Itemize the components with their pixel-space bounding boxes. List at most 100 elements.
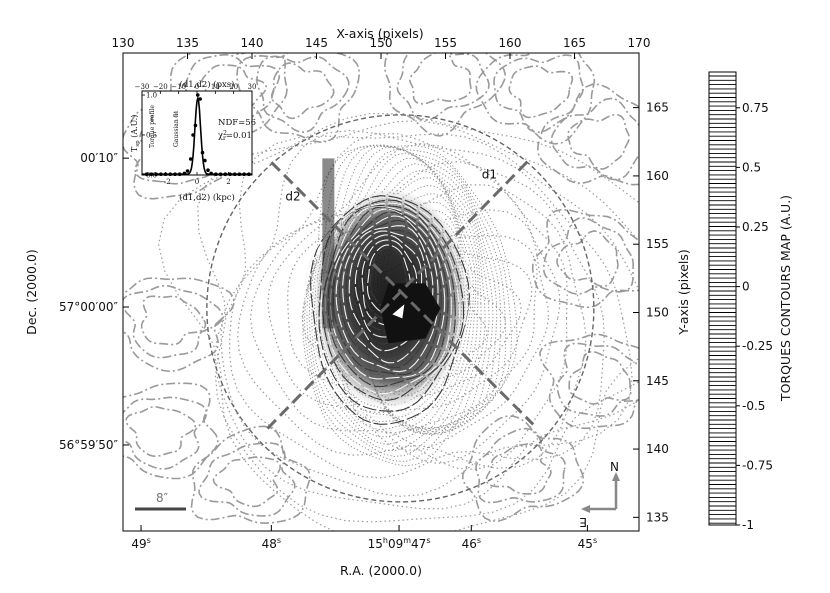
- inset-data-point: [159, 172, 163, 176]
- colorbar-tick-label: 0: [742, 280, 750, 294]
- y-axis-right-title: Y-axis (pixels): [676, 249, 691, 336]
- colorbar-tick-label: -0.5: [742, 399, 765, 413]
- ra-tick-label: 15h09m47s: [368, 536, 431, 551]
- dec-axis-ticks: 00′10″ 57°00′00″ 56°59′50″: [59, 151, 129, 452]
- y-axis-left-title: Dec. (2000.0): [24, 249, 39, 335]
- x-top-tick-label: 160: [499, 36, 522, 50]
- compass-north-label: N: [610, 460, 619, 474]
- inset-data-point: [218, 172, 223, 176]
- inset-ndf: NDF=56: [218, 118, 256, 128]
- inset-data-point: [163, 172, 168, 176]
- inset-data-point: [232, 172, 237, 176]
- dec-tick-label: 00′10″: [80, 151, 118, 165]
- ra-axis-ticks: 49s 48s 15h09m47s 46s 45s: [131, 525, 597, 551]
- inset-y-title: Tsp (A.U.): [130, 115, 141, 152]
- inset-data-point: [149, 172, 154, 176]
- inset-data-point: [203, 158, 207, 163]
- inset-data-point: [228, 172, 232, 176]
- x-top-tick-label: 170: [628, 36, 651, 50]
- inset-data-point: [223, 172, 228, 176]
- x-top-tick-label: 135: [176, 36, 199, 50]
- colorbar-tick-label: 0.75: [742, 101, 769, 115]
- inset-x-title: (d1,d2) (kpc): [179, 192, 235, 203]
- inset-top-title: (d1,d2) (pxs): [180, 79, 235, 90]
- inset-data-point: [193, 123, 198, 128]
- inset-top-tick-label: −10: [171, 83, 186, 91]
- y-axis-right-ticks: 135 140 145 150 155 160 165: [633, 101, 669, 524]
- inset-data-point: [185, 169, 190, 173]
- colorbar-tick-label: -0.25: [742, 339, 773, 353]
- inset-data-point: [188, 157, 193, 161]
- cut-line-d2: [270, 161, 535, 426]
- inset-y-tick-label: 1.0: [146, 92, 157, 100]
- inset-top-tick-label: −30: [135, 83, 150, 91]
- colorbar-tick-label: -1: [742, 518, 754, 532]
- y-right-tick-label: 160: [646, 169, 669, 183]
- inset-bottom-tick-label: 0: [195, 178, 199, 186]
- x-top-tick-label: 145: [305, 36, 328, 50]
- x-top-tick-label: 150: [370, 36, 393, 50]
- inset-data-point: [206, 168, 210, 172]
- x-top-tick-label: 155: [434, 36, 457, 50]
- x-top-tick-label: 130: [112, 36, 135, 50]
- compass-east-label: E: [579, 515, 587, 529]
- inset-top-tick-label: 0: [195, 83, 199, 91]
- y-right-tick-label: 155: [646, 237, 669, 251]
- inset-data-point: [182, 171, 187, 176]
- inset-data-point: [168, 172, 173, 176]
- compass: N E: [579, 460, 620, 529]
- y-right-tick-label: 135: [646, 510, 669, 524]
- inset-data-point: [154, 172, 158, 176]
- inset-data-point: [198, 97, 202, 101]
- x-axis-top-ticks: 130 135 140 145 150 155 160 165 170: [112, 36, 651, 59]
- colorbar-tick-label: 0.5: [742, 160, 761, 174]
- inset-data-point: [242, 172, 246, 176]
- inset-data-point: [191, 133, 195, 137]
- inset-data-point: [177, 172, 182, 176]
- ra-tick-label: 49s: [131, 536, 150, 551]
- inset-data-point: [237, 172, 242, 176]
- y-right-tick-label: 140: [646, 442, 669, 456]
- inset-top-tick-label: 20: [229, 83, 238, 91]
- cut-line-d1: [266, 161, 528, 430]
- x-top-tick-label: 140: [241, 36, 264, 50]
- ra-tick-label: 46s: [462, 536, 481, 551]
- inset-chi: χ2 r=0.01: [218, 130, 252, 142]
- inset-legend-gaussian: Gaussian fit: [173, 110, 180, 147]
- colorbar-title: TORQUES CONTOURS MAP (A.U.): [778, 195, 793, 402]
- inset-data-point: [209, 171, 213, 176]
- colorbar-ticks: 0.75 0.5 0.25 0 -0.25 -0.5 -0.75 -1: [736, 101, 773, 532]
- inset-data-point: [247, 172, 251, 176]
- inset-top-tick-label: 30: [248, 83, 257, 91]
- inset-torque-points: [144, 93, 251, 176]
- cut-label-d1: d1: [482, 167, 497, 181]
- inset-data-point: [195, 93, 200, 97]
- inset-data-point: [173, 172, 177, 176]
- x-top-tick-label: 165: [563, 36, 586, 50]
- x-axis-bottom-title: R.A. (2000.0): [340, 563, 422, 578]
- inset-data-point: [200, 150, 205, 155]
- inset-legend-torque: Torque profile: [149, 105, 156, 148]
- cut-label-d2: d2: [285, 189, 300, 203]
- colorbar-tick-label: 0.25: [742, 220, 769, 234]
- colorbar-tick-label: -0.75: [742, 458, 773, 472]
- dec-tick-label: 57°00′00″: [59, 300, 119, 314]
- ra-tick-label: 48s: [262, 536, 281, 551]
- dec-tick-label: 56°59′50″: [59, 438, 119, 452]
- y-right-tick-label: 165: [646, 101, 669, 115]
- colorbar-frame: [708, 71, 737, 526]
- y-right-tick-label: 150: [646, 305, 669, 319]
- inset-top-tick-label: −20: [153, 83, 168, 91]
- x-axis-top-title: X-axis (pixels): [336, 26, 423, 41]
- colorbar: 0.75 0.5 0.25 0 -0.25 -0.5 -0.75 -1 TORQUES CON…: [708, 71, 793, 532]
- inset-data-point: [144, 172, 149, 176]
- inset-bottom-tick-label: 2: [226, 178, 230, 186]
- colorbar-stripes: [709, 75, 736, 524]
- inset-top-tick-label: 10: [211, 83, 220, 91]
- inset-bottom-tick-label: −2: [160, 178, 170, 186]
- scale-bar-label: 8″: [156, 491, 169, 505]
- inset-data-point: [214, 172, 218, 176]
- inset-y-tick-label: 0.5: [146, 132, 157, 140]
